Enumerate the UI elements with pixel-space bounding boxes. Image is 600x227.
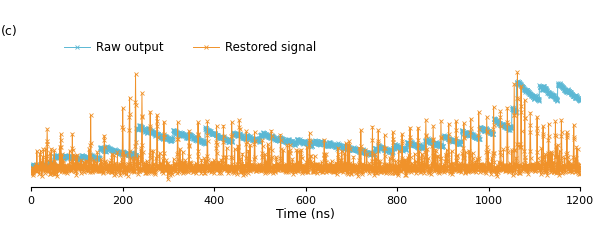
Raw output	[103, 146, 110, 149]
X-axis label: Time (ns): Time (ns)	[277, 208, 335, 222]
Raw output	[70, 156, 77, 159]
Restored signal	[43, 166, 50, 169]
Line: Raw output: Raw output	[29, 79, 582, 169]
Raw output	[34, 166, 41, 168]
Restored signal	[493, 170, 500, 172]
Restored signal	[164, 178, 172, 180]
Restored signal	[277, 138, 284, 141]
Restored signal	[103, 166, 110, 169]
Restored signal	[88, 164, 95, 166]
Raw output	[493, 120, 500, 123]
Raw output	[577, 100, 584, 102]
Raw output	[515, 79, 522, 82]
Text: (c): (c)	[1, 25, 17, 38]
Raw output	[43, 165, 50, 167]
Line: Restored signal: Restored signal	[29, 70, 582, 181]
Raw output	[28, 165, 35, 167]
Restored signal	[577, 169, 584, 172]
Legend: Raw output, Restored signal: Raw output, Restored signal	[59, 37, 320, 59]
Restored signal	[28, 173, 35, 176]
Raw output	[277, 137, 284, 140]
Restored signal	[514, 71, 521, 74]
Restored signal	[70, 153, 77, 156]
Raw output	[88, 155, 95, 158]
